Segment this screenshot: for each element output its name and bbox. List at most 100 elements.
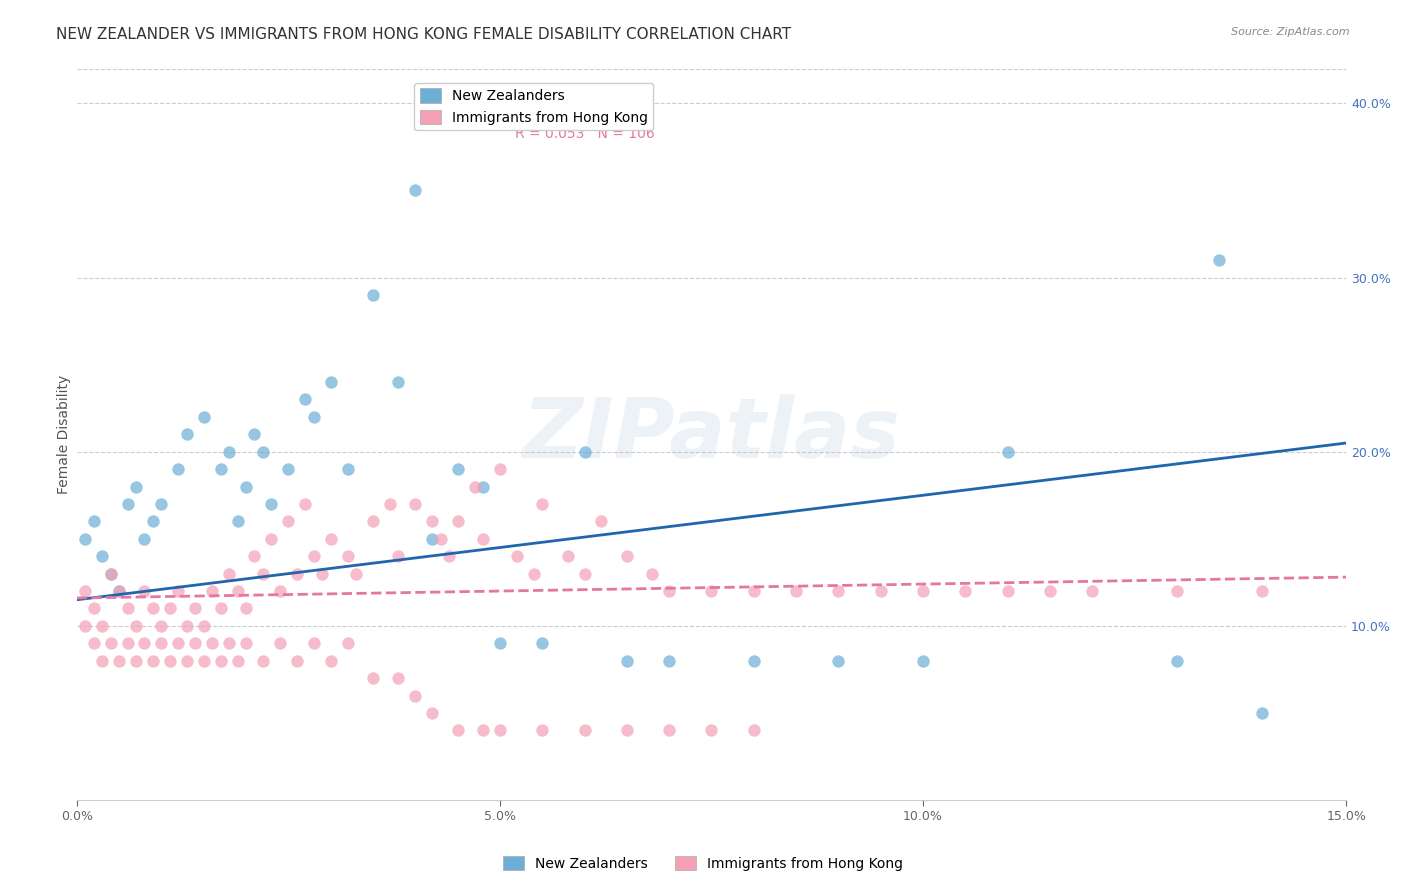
Point bbox=[302, 549, 325, 564]
Point bbox=[641, 566, 664, 581]
Point bbox=[134, 532, 156, 546]
Point bbox=[1250, 706, 1272, 720]
Point bbox=[489, 462, 512, 476]
Point bbox=[294, 497, 316, 511]
Point bbox=[1039, 584, 1062, 599]
Point bbox=[91, 654, 114, 668]
Point bbox=[387, 375, 409, 389]
Point bbox=[260, 532, 283, 546]
Point bbox=[658, 584, 681, 599]
Point bbox=[184, 601, 207, 615]
Point bbox=[159, 654, 181, 668]
Legend: New Zealanders, Immigrants from Hong Kong: New Zealanders, Immigrants from Hong Kon… bbox=[415, 83, 654, 130]
Point bbox=[1081, 584, 1104, 599]
Point bbox=[83, 515, 105, 529]
Point bbox=[209, 654, 232, 668]
Point bbox=[125, 654, 148, 668]
Point bbox=[912, 654, 935, 668]
Point bbox=[252, 566, 274, 581]
Point bbox=[302, 636, 325, 650]
Point bbox=[226, 515, 249, 529]
Point bbox=[302, 409, 325, 424]
Point bbox=[117, 636, 139, 650]
Point bbox=[167, 462, 190, 476]
Point bbox=[506, 549, 529, 564]
Text: R = 0.232   N = 43: R = 0.232 N = 43 bbox=[515, 90, 645, 104]
Point bbox=[319, 375, 342, 389]
Point bbox=[252, 444, 274, 458]
Point bbox=[378, 497, 401, 511]
Point bbox=[167, 636, 190, 650]
Point bbox=[260, 497, 283, 511]
Point bbox=[150, 636, 173, 650]
Point bbox=[285, 654, 308, 668]
Point bbox=[134, 584, 156, 599]
Point bbox=[226, 654, 249, 668]
Point bbox=[361, 671, 384, 685]
Point bbox=[616, 549, 638, 564]
Point bbox=[446, 462, 468, 476]
Point bbox=[193, 654, 215, 668]
Point bbox=[100, 566, 122, 581]
Point bbox=[269, 584, 291, 599]
Point bbox=[218, 444, 240, 458]
Point bbox=[344, 566, 367, 581]
Point bbox=[404, 497, 426, 511]
Point bbox=[209, 462, 232, 476]
Point bbox=[574, 566, 596, 581]
Point bbox=[658, 654, 681, 668]
Point bbox=[83, 601, 105, 615]
Point bbox=[252, 654, 274, 668]
Point bbox=[1166, 584, 1188, 599]
Point bbox=[319, 654, 342, 668]
Point bbox=[201, 636, 224, 650]
Point bbox=[472, 532, 495, 546]
Point bbox=[429, 532, 451, 546]
Point bbox=[176, 619, 198, 633]
Point bbox=[420, 706, 443, 720]
Point bbox=[336, 549, 359, 564]
Point bbox=[742, 723, 765, 738]
Point bbox=[531, 636, 554, 650]
Point bbox=[827, 654, 849, 668]
Point bbox=[955, 584, 977, 599]
Point bbox=[446, 723, 468, 738]
Point bbox=[193, 409, 215, 424]
Point bbox=[1250, 584, 1272, 599]
Point bbox=[912, 584, 935, 599]
Text: NEW ZEALANDER VS IMMIGRANTS FROM HONG KONG FEMALE DISABILITY CORRELATION CHART: NEW ZEALANDER VS IMMIGRANTS FROM HONG KO… bbox=[56, 27, 792, 42]
Point bbox=[336, 636, 359, 650]
Point bbox=[167, 584, 190, 599]
Text: ZIPatlas: ZIPatlas bbox=[523, 393, 900, 475]
Point bbox=[125, 619, 148, 633]
Point bbox=[437, 549, 460, 564]
Point bbox=[142, 601, 165, 615]
Point bbox=[117, 601, 139, 615]
Point bbox=[108, 654, 131, 668]
Point bbox=[574, 723, 596, 738]
Point bbox=[75, 584, 97, 599]
Point bbox=[243, 549, 266, 564]
Point bbox=[184, 636, 207, 650]
Point bbox=[201, 584, 224, 599]
Point bbox=[997, 444, 1019, 458]
Point bbox=[404, 184, 426, 198]
Point bbox=[108, 584, 131, 599]
Point bbox=[311, 566, 333, 581]
Text: R = 0.053   N = 106: R = 0.053 N = 106 bbox=[515, 127, 654, 141]
Point bbox=[91, 619, 114, 633]
Point bbox=[218, 566, 240, 581]
Point bbox=[100, 566, 122, 581]
Point bbox=[319, 532, 342, 546]
Y-axis label: Female Disability: Female Disability bbox=[58, 375, 72, 494]
Point bbox=[159, 601, 181, 615]
Text: Source: ZipAtlas.com: Source: ZipAtlas.com bbox=[1232, 27, 1350, 37]
Point bbox=[83, 636, 105, 650]
Point bbox=[531, 723, 554, 738]
Point bbox=[420, 532, 443, 546]
Point bbox=[269, 636, 291, 650]
Point bbox=[489, 636, 512, 650]
Point bbox=[108, 584, 131, 599]
Point bbox=[277, 462, 299, 476]
Point bbox=[75, 619, 97, 633]
